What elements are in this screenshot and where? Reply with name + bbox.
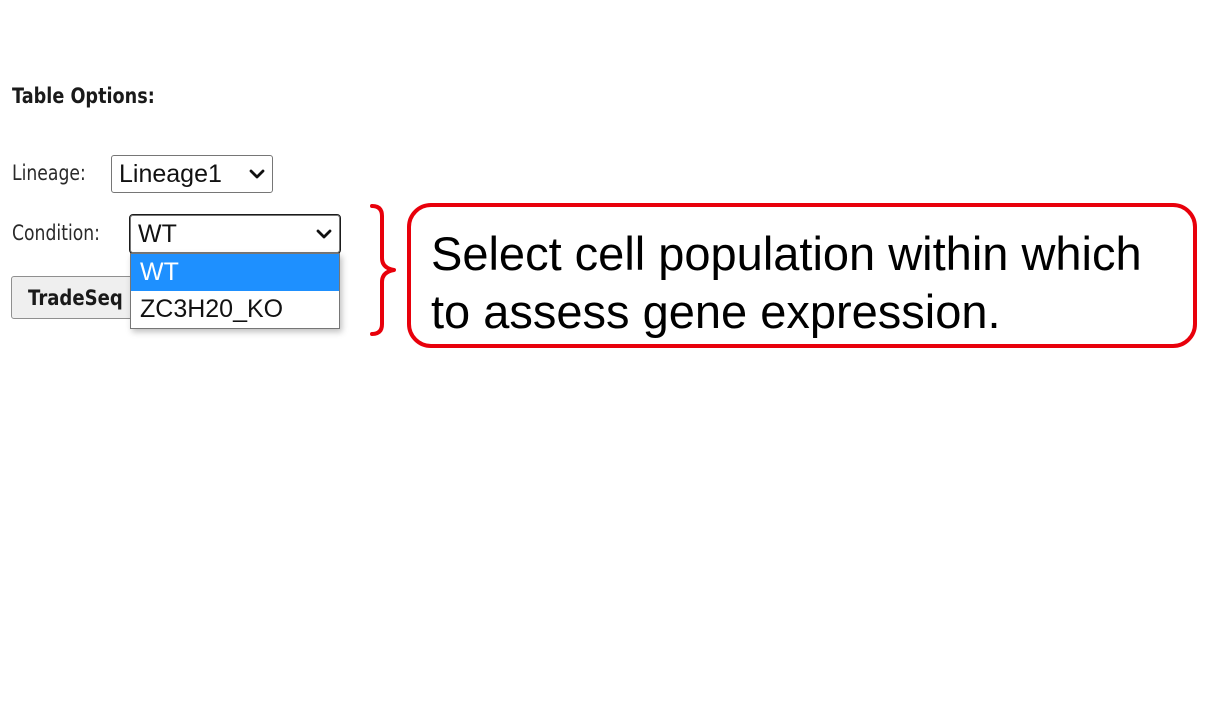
lineage-label: Lineage: [12,161,86,185]
dropdown-option-wt[interactable]: WT [131,254,339,291]
curly-brace-icon [364,202,404,338]
tradeseq-button-label: TradeSeq [28,285,123,310]
callout-line-1: Select cell population within which [431,227,1142,280]
callout-line-2: to assess gene expression. [431,285,1001,338]
chevron-down-icon [309,216,339,252]
table-options-title: Table Options: [12,84,155,108]
lineage-select[interactable]: Lineage1 [111,155,273,193]
lineage-selected-value: Lineage1 [119,159,222,188]
condition-select[interactable]: WT [129,214,341,254]
dropdown-option-zc3h20-ko[interactable]: ZC3H20_KO [140,295,284,323]
condition-label: Condition: [12,221,100,245]
annotation-callout: Select cell population within which to a… [407,203,1197,348]
condition-dropdown-list: WT ZC3H20_KO [130,253,340,329]
condition-selected-value: WT [138,219,177,248]
chevron-down-icon [242,156,272,192]
